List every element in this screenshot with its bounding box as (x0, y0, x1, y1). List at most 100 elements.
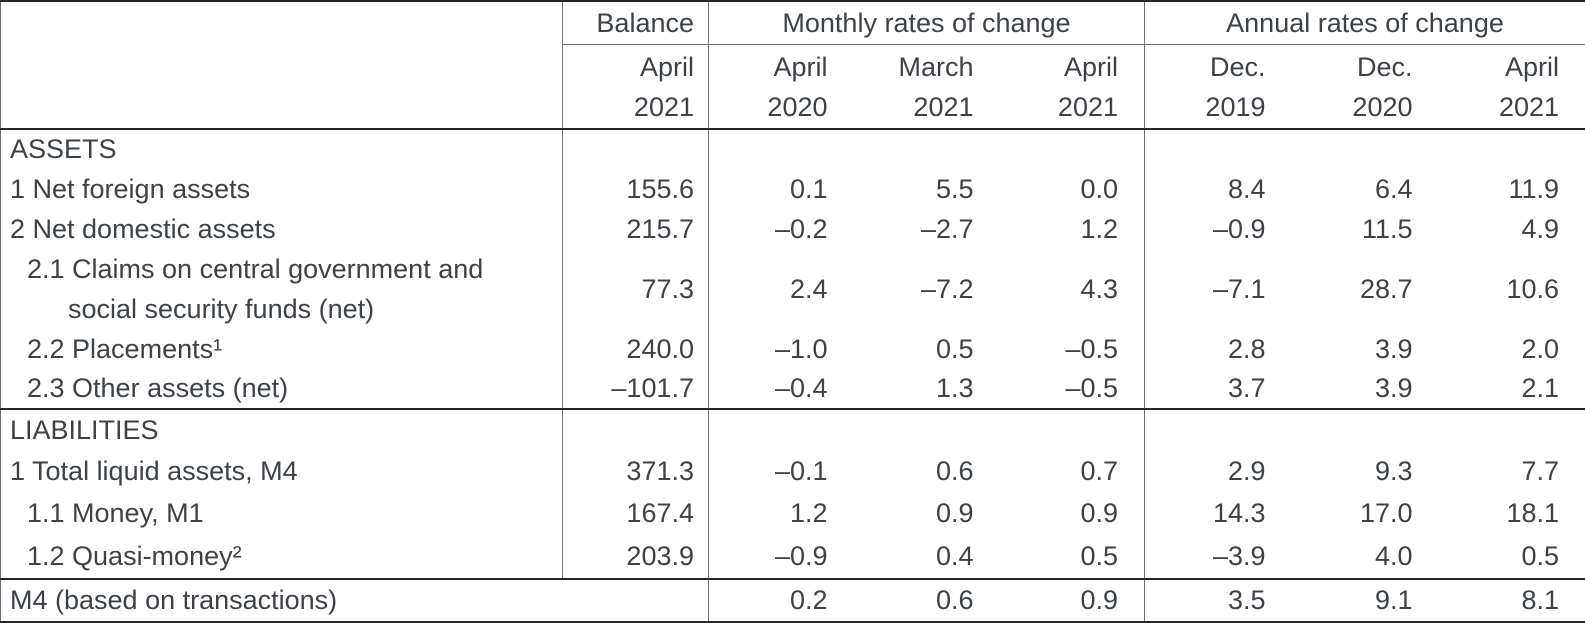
subheader-month: April (639, 51, 694, 82)
header-date-row: April 2021 April 2020 March 2021 April 2021 … (1, 44, 1585, 130)
subheader-monthly-1: April 2020 (708, 44, 854, 130)
cell-balance: 215.7 (562, 209, 709, 249)
row-label: 2.1 Claims on central government and soci… (1, 249, 563, 329)
cell-annual-1: 3.7 (1144, 369, 1292, 409)
subheader-year: 2021 (633, 91, 694, 122)
subheader-year: 2021 (913, 91, 974, 122)
cell-annual-3: 11.9 (1508, 173, 1560, 204)
cell-monthly-1: 0.2 (708, 578, 854, 622)
cell-monthly-2: 0.9 (935, 498, 974, 528)
subheader-month: April (773, 51, 828, 82)
cell-annual-2: 28.7 (1359, 273, 1413, 304)
subheader-monthly-2: March 2021 (853, 44, 1000, 130)
cell-monthly-1: –1.0 (708, 329, 854, 369)
data-row-total-liquid-assets: 1 Total liquid assets, M4 371.3 –0.1 0.6… (1, 450, 1585, 492)
section-row-liabilities: LIABILITIES (0, 408, 1585, 450)
cell-monthly-1: 0.1 (708, 169, 854, 209)
cell-balance: 77.3 (562, 249, 709, 329)
row-label-line2: social security funds (net) (68, 294, 375, 324)
subheader-month: Dec. (1356, 51, 1413, 82)
balance-column-header: Balance (562, 1, 709, 45)
corner-empty-cell (0, 1, 563, 130)
row-label: 1 Net foreign assets (10, 173, 251, 204)
cell-monthly-3: –0.5 (1065, 333, 1118, 364)
subheader-balance-period: April 2021 (562, 44, 709, 130)
cell-annual-3 (1438, 408, 1585, 450)
row-label: 2.3 Other assets (net) (27, 373, 289, 403)
cell-annual-1: –0.9 (1144, 209, 1292, 249)
data-row-claims-on-central-government: 2.1 Claims on central government and soci… (1, 249, 1585, 329)
cell-balance: 155.6 (562, 169, 709, 209)
cell-balance: 167.4 (562, 492, 709, 535)
cell-monthly-2: 0.6 (853, 578, 1000, 622)
subheader-year: 2020 (1352, 91, 1413, 122)
cell-balance: 203.9 (562, 535, 709, 579)
subheader-year: 2021 (1498, 91, 1560, 122)
cell-monthly-1: 2.4 (708, 249, 854, 329)
row-label: 1.2 Quasi-money² (27, 541, 242, 571)
data-row-net-foreign-assets: 1 Net foreign assets 155.6 0.1 5.5 0.0 8… (1, 169, 1585, 209)
section-label: ASSETS (10, 134, 117, 164)
cell-annual-3: 18.1 (1506, 498, 1560, 528)
cell-annual-3: 10.6 (1506, 273, 1560, 304)
cell-monthly-2: 0.6 (935, 455, 974, 486)
cell-monthly-3: 0.5 (1080, 541, 1118, 571)
data-row-other-assets: 2.3 Other assets (net) –101.7 –0.4 1.3 –… (1, 369, 1585, 409)
cell-monthly-3: 0.0 (1080, 173, 1118, 204)
cell-annual-3: 0.5 (1521, 541, 1560, 571)
cell-annual-2: 3.9 (1374, 333, 1413, 364)
cell-annual-2: 6.4 (1374, 173, 1413, 204)
cell-monthly-2: 5.5 (935, 173, 974, 204)
cell-annual-3 (1439, 129, 1585, 169)
cell-monthly-3 (1000, 129, 1145, 169)
cell-annual-2: 17.0 (1359, 498, 1413, 528)
cell-monthly-3: 4.3 (1080, 273, 1118, 304)
cell-monthly-1: –0.4 (708, 369, 854, 409)
subheader-year: 2021 (1057, 91, 1118, 122)
data-row-quasi-money: 1.2 Quasi-money² 203.9 –0.9 0.4 0.5 –3.9… (1, 535, 1585, 579)
cell-monthly-1 (708, 408, 854, 450)
subheader-month: April (1063, 51, 1118, 82)
cell-annual-2: 9.3 (1374, 455, 1413, 486)
cell-monthly-3: 0.9 (999, 578, 1145, 622)
cell-monthly-2 (853, 408, 1000, 450)
cell-balance (562, 408, 709, 450)
cell-monthly-3: 1.2 (1080, 213, 1118, 244)
cell-monthly-3 (999, 408, 1145, 450)
subheader-year: 2020 (767, 91, 828, 122)
annual-rates-group-header: Annual rates of change (1143, 1, 1585, 45)
subheader-monthly-3: April 2021 (999, 44, 1145, 130)
cell-monthly-2: 1.3 (935, 373, 974, 403)
cell-annual-1: 2.8 (1144, 329, 1292, 369)
section-row-assets: ASSETS (1, 129, 1585, 169)
cell-balance: –101.7 (562, 369, 709, 409)
cell-monthly-1: –0.2 (708, 209, 854, 249)
cell-annual-3: 4.9 (1521, 213, 1560, 244)
cell-monthly-3: 0.9 (1080, 498, 1118, 528)
footer-row-m4-transactions: M4 (based on transactions) 0.2 0.6 0.9 3… (0, 578, 1585, 622)
subheader-month: March (898, 51, 974, 82)
header-group-row: Balance Monthly rates of change Annual r… (0, 1, 1585, 130)
cell-monthly-1: –0.9 (708, 535, 854, 579)
cell-annual-1: 2.9 (1144, 450, 1292, 492)
cell-monthly-3: 0.7 (1080, 455, 1118, 486)
cell-monthly-2: –7.2 (920, 273, 974, 304)
cell-balance: 371.3 (562, 450, 709, 492)
cell-annual-3: 2.0 (1521, 333, 1560, 364)
cell-annual-1: 8.4 (1144, 169, 1292, 209)
cell-annual-1: 3.5 (1144, 578, 1292, 622)
cell-monthly-2: 0.4 (935, 541, 974, 571)
cell-monthly-1 (708, 129, 854, 169)
cell-annual-3: 2.1 (1521, 373, 1560, 403)
row-label: 1.1 Money, M1 (27, 498, 204, 528)
row-label: 2 Net domestic assets (10, 213, 276, 244)
cell-annual-2: 9.1 (1291, 578, 1439, 622)
data-row-placements: 2.2 Placements¹ 240.0 –1.0 0.5 –0.5 2.8 … (1, 329, 1585, 369)
cell-monthly-1: 1.2 (708, 492, 854, 535)
subheader-annual-1: Dec. 2019 (1144, 44, 1292, 130)
row-label: M4 (based on transactions) (0, 578, 709, 622)
row-label: 2.2 Placements¹ (27, 333, 223, 364)
subheader-annual-2: Dec. 2020 (1291, 44, 1439, 130)
